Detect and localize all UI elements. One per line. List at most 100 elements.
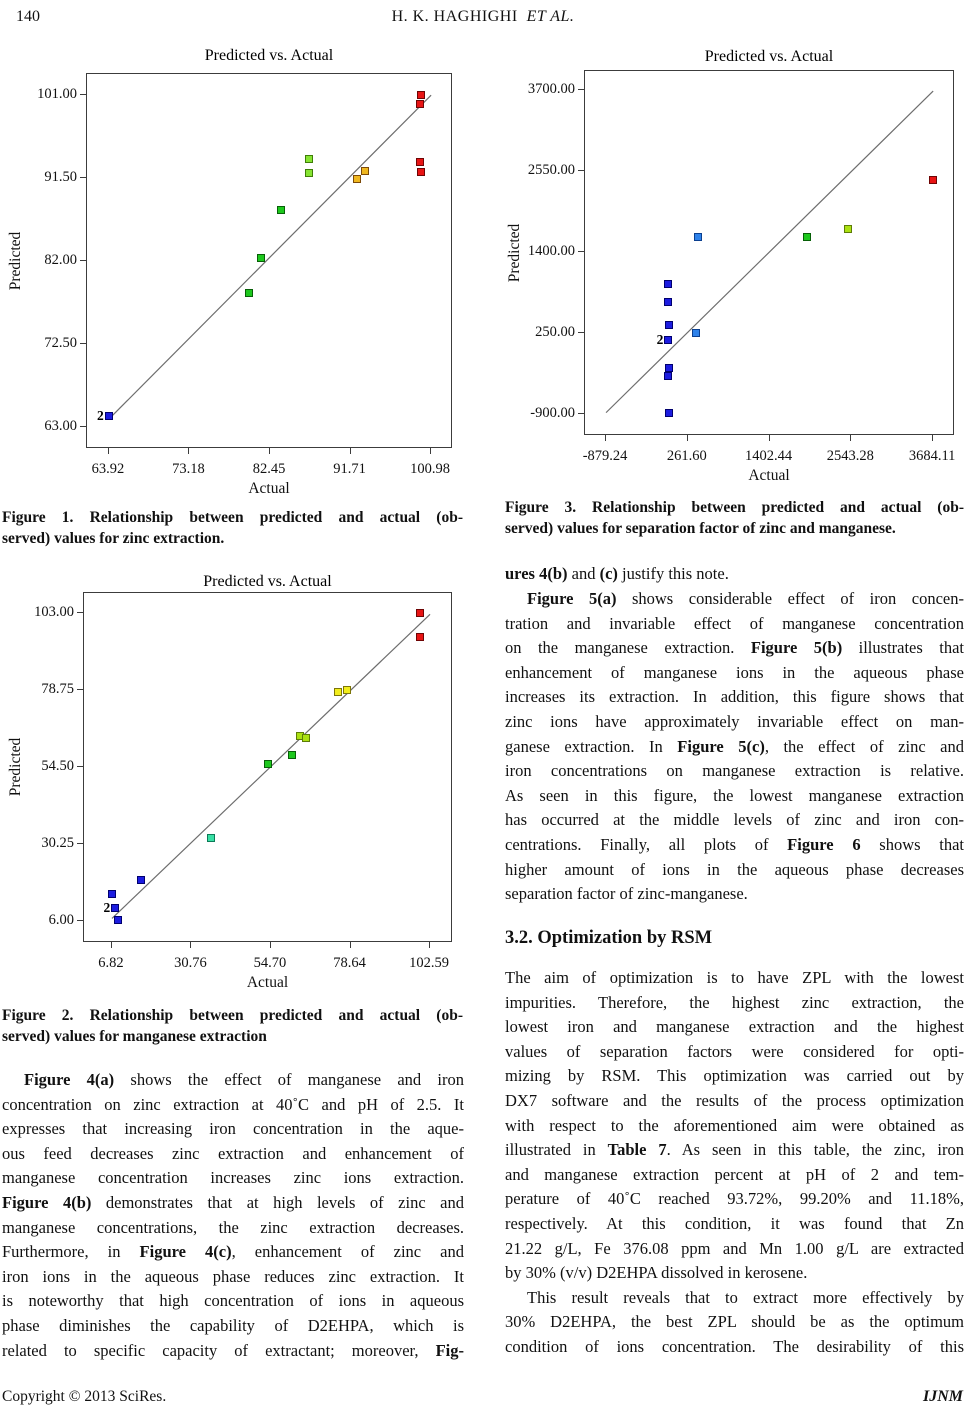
text-line: condition of ions concentration. The des… [505, 1336, 964, 1356]
y-tick-label: 101.00 [37, 85, 77, 102]
text-line: iron concentrations on manganese extract… [505, 761, 964, 781]
data-point [692, 329, 701, 338]
x-tick [190, 942, 192, 948]
data-point [113, 916, 122, 925]
plot-area: 2 [83, 592, 452, 942]
y-tick [80, 260, 86, 262]
x-tick-label: 78.64 [333, 955, 366, 971]
text-line: lowest iron and manganese extraction and… [505, 1017, 964, 1037]
y-tick [77, 766, 83, 768]
x-tick [269, 942, 271, 948]
y-tick [77, 843, 83, 845]
text-line: enhancement of manganese ions in the aqu… [505, 662, 964, 682]
plot-area: 2 [584, 70, 954, 435]
data-point [664, 279, 673, 288]
y-tick [77, 689, 83, 691]
text-line: higher amount of ions in the aqueous pha… [505, 859, 964, 879]
y-tick-label: 6.00 [48, 912, 74, 929]
text-line: with respect to the aforementioned aim w… [505, 1115, 964, 1135]
y-tick [578, 88, 584, 90]
data-point [206, 833, 215, 842]
x-tick [349, 942, 351, 948]
x-tick [932, 435, 934, 441]
y-tick [578, 413, 584, 415]
identity-line [605, 90, 934, 414]
data-point: 2 [97, 408, 113, 422]
x-tick [188, 448, 190, 454]
text-line: ures 4(b) and (c) justify this note. [505, 564, 729, 583]
data-point [415, 158, 424, 167]
x-tick-label: -879.24 [582, 448, 628, 464]
point-count-label: 2 [656, 332, 664, 348]
y-tick [80, 343, 86, 345]
figure-2-chart: Predicted vs. Actual 2 Actual Predicted … [0, 570, 466, 1010]
figure-3-chart: Predicted vs. Actual 2 Actual Predicted … [503, 40, 966, 510]
data-point [664, 408, 673, 417]
x-tick-label: 3684.11 [908, 448, 956, 464]
data-point [664, 372, 673, 381]
text-line: phase diminishes the capability of D2EHP… [2, 1315, 464, 1335]
text-line: Figure 1. Relationship between predicted… [2, 509, 463, 526]
text-line: This result reveals that to extract more… [527, 1287, 964, 1307]
x-tick-label: 91.71 [333, 461, 366, 477]
text-line: served) values for separation factor of … [505, 519, 896, 537]
x-tick-label: 261.60 [666, 448, 707, 464]
figure-2-caption: Figure 2. Relationship between predicted… [2, 1006, 463, 1047]
plot-area: 2 [86, 73, 452, 448]
text-line: As seen in this figure, the lowest manga… [505, 785, 964, 805]
x-tick-label: 73.18 [172, 461, 205, 477]
section-heading: 3.2. Optimization by RSM [505, 928, 713, 948]
text-line: Figure 4(a) shows the effect of manganes… [24, 1070, 464, 1089]
text-line: perature of 40˚C reached 93.72%, 99.20% … [505, 1189, 964, 1209]
data-point [664, 298, 673, 307]
data-point [361, 167, 370, 176]
text-line: respectively. At this condition, it was … [505, 1213, 964, 1233]
chart-title: Predicted vs. Actual [204, 47, 334, 64]
text-line: 21.22 g/L, Fe 376.08 ppm and Mn 1.00 g/L… [505, 1238, 964, 1258]
text-line: related to specific capacity of extracta… [2, 1340, 464, 1360]
data-point [256, 253, 265, 262]
text-line: has occurred at the middle levels of zin… [505, 810, 964, 830]
y-tick-label: 2550.00 [527, 161, 575, 178]
data-point [244, 288, 253, 297]
page-number: 140 [16, 8, 40, 25]
text-line: values of separation factors were consid… [505, 1041, 964, 1061]
data-point [264, 759, 273, 768]
text-line: and manganese extraction percent at pH o… [505, 1164, 964, 1184]
y-tick [80, 177, 86, 179]
data-point: 2 [103, 901, 120, 915]
text-line: Figure 5(a) shows considerable effect of… [527, 589, 964, 608]
text-line: manganese concentration increases zinc i… [2, 1168, 464, 1188]
data-point [664, 363, 673, 372]
right-column-paragraph-1: Figure 5(a) shows considerable effect of… [505, 587, 964, 907]
x-tick [349, 448, 351, 454]
text-line: DX7 software and the results of the proc… [505, 1090, 964, 1110]
data-point [304, 154, 313, 163]
figure-1-chart: Predicted vs. Actual 2 Actual Predicted … [0, 45, 466, 505]
x-tick [605, 435, 607, 441]
figure-3-caption: Figure 3. Relationship between predicted… [505, 498, 964, 539]
data-point [416, 167, 425, 176]
text-line: on the manganese extraction. Figure 5(b)… [505, 638, 964, 658]
right-column-paragraph-2: The aim of optimization is to have ZPL w… [505, 966, 964, 1360]
text-line: Figure 2. Relationship between predicted… [2, 1007, 463, 1024]
text-line: 30% D2EHPA, the best ZPL should be as th… [505, 1312, 964, 1332]
y-tick-label: 30.25 [41, 835, 74, 852]
x-tick-label: 102.59 [409, 955, 449, 971]
text-line: by 30% (v/v) D2EHPA dissolved in kerosen… [505, 1263, 808, 1283]
data-point [416, 90, 425, 99]
y-tick-label: 250.00 [535, 324, 575, 341]
x-tick [110, 942, 112, 948]
x-tick-label: 1402.44 [745, 448, 793, 464]
y-tick-label: 103.00 [34, 604, 74, 620]
y-tick [77, 612, 83, 613]
text-line: served) values for manganese extraction [2, 1027, 267, 1045]
text-line: centrations. Finally, all plots of Figur… [505, 834, 964, 854]
text-line: The aim of optimization is to have ZPL w… [505, 968, 964, 987]
data-point [352, 174, 361, 183]
x-axis-label: Actual [248, 480, 290, 497]
running-head-author: H. K. HAGHIGHI [391, 8, 518, 25]
text-line: Furthermore, in Figure 4(c), enhancement… [2, 1242, 464, 1262]
data-point [333, 687, 342, 696]
